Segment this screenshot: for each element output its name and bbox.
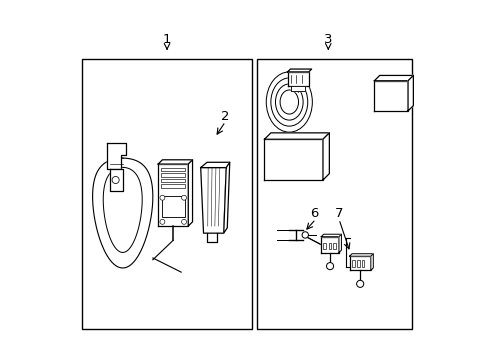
Polygon shape <box>201 168 226 233</box>
Bar <box>362 260 365 267</box>
Text: 4: 4 <box>289 78 297 91</box>
Bar <box>329 243 331 249</box>
Polygon shape <box>158 160 193 164</box>
Bar <box>357 260 360 267</box>
Polygon shape <box>107 143 126 169</box>
Circle shape <box>112 176 119 184</box>
Polygon shape <box>349 256 371 270</box>
Bar <box>161 184 185 188</box>
Circle shape <box>357 280 364 287</box>
Polygon shape <box>374 81 408 111</box>
Polygon shape <box>201 162 230 168</box>
Polygon shape <box>265 133 329 139</box>
Polygon shape <box>323 133 329 180</box>
Text: 6: 6 <box>310 207 318 220</box>
Text: 7: 7 <box>335 207 343 220</box>
Circle shape <box>160 195 165 200</box>
Bar <box>161 168 185 171</box>
Bar <box>82 59 252 329</box>
Polygon shape <box>408 76 414 111</box>
Bar <box>333 243 336 249</box>
Polygon shape <box>288 72 309 86</box>
Bar <box>161 179 185 182</box>
Polygon shape <box>224 162 230 233</box>
Polygon shape <box>188 160 193 226</box>
Circle shape <box>182 195 187 200</box>
Polygon shape <box>371 254 373 270</box>
Polygon shape <box>374 76 414 81</box>
Circle shape <box>326 262 334 270</box>
Polygon shape <box>321 234 342 237</box>
Polygon shape <box>321 237 339 253</box>
Circle shape <box>302 232 308 238</box>
Bar <box>352 260 355 267</box>
Circle shape <box>160 219 165 224</box>
Text: 2: 2 <box>221 110 230 123</box>
Polygon shape <box>288 69 312 72</box>
Circle shape <box>182 219 187 224</box>
Polygon shape <box>110 169 122 191</box>
Bar <box>161 173 185 177</box>
Bar <box>323 243 326 249</box>
Bar <box>257 59 412 329</box>
Bar <box>162 195 185 217</box>
Polygon shape <box>349 254 373 256</box>
Text: 3: 3 <box>324 33 333 46</box>
Polygon shape <box>339 234 342 253</box>
Polygon shape <box>265 139 323 180</box>
Polygon shape <box>291 86 305 91</box>
Text: 1: 1 <box>163 33 172 46</box>
Text: 5: 5 <box>395 78 403 91</box>
Polygon shape <box>158 164 188 226</box>
